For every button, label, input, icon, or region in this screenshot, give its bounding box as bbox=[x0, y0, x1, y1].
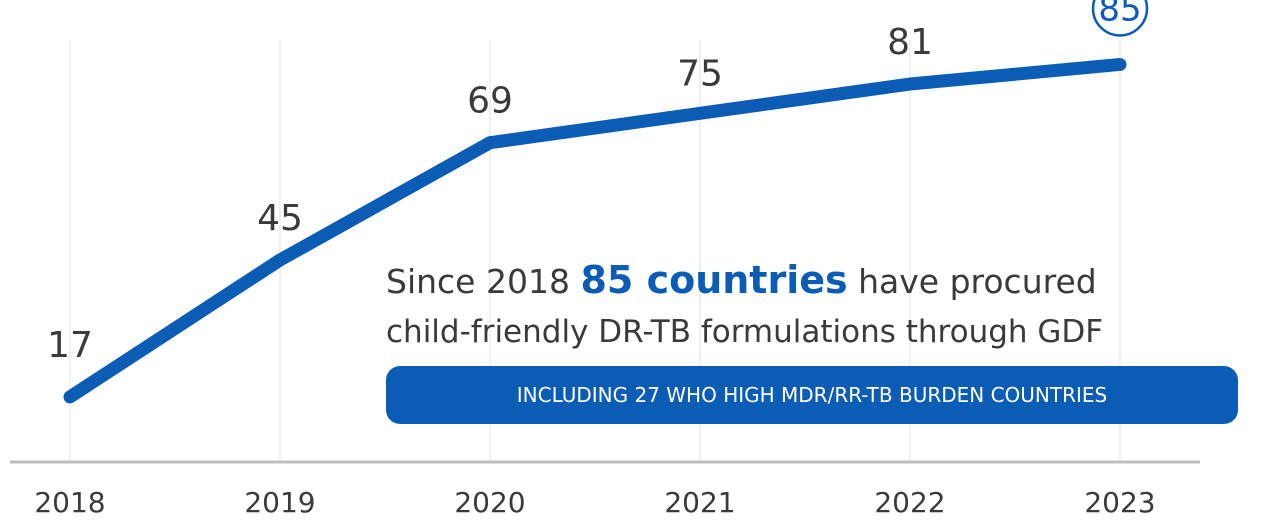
data-label: 85 bbox=[1098, 0, 1141, 29]
callout-subline: child-friendly DR-TB formulations throug… bbox=[386, 314, 1104, 350]
x-tick-label: 2022 bbox=[874, 486, 945, 519]
callout-highlight: 85 countries bbox=[580, 258, 848, 302]
x-tick-label: 2018 bbox=[34, 486, 105, 519]
x-tick-label: 2019 bbox=[244, 486, 315, 519]
data-label: 17 bbox=[47, 325, 93, 366]
series-line bbox=[63, 57, 1127, 404]
callout-prefix: Since 2018 bbox=[386, 262, 581, 301]
data-label: 75 bbox=[677, 53, 723, 94]
x-tick-label: 2023 bbox=[1084, 486, 1155, 519]
callout-suffix: have procured bbox=[847, 262, 1097, 301]
callout-banner: INCLUDING 27 WHO HIGH MDR/RR-TB BURDEN C… bbox=[386, 366, 1238, 424]
callout: Since 2018 85 countries have procured ch… bbox=[386, 252, 1238, 424]
x-tick-label: 2020 bbox=[454, 486, 525, 519]
x-tick-label: 2021 bbox=[664, 486, 735, 519]
data-label: 81 bbox=[887, 22, 933, 63]
data-label: 69 bbox=[467, 81, 513, 122]
highlight-circle bbox=[1091, 0, 1149, 37]
data-label: 45 bbox=[257, 198, 303, 239]
callout-headline: Since 2018 85 countries have procured bbox=[386, 252, 1238, 308]
